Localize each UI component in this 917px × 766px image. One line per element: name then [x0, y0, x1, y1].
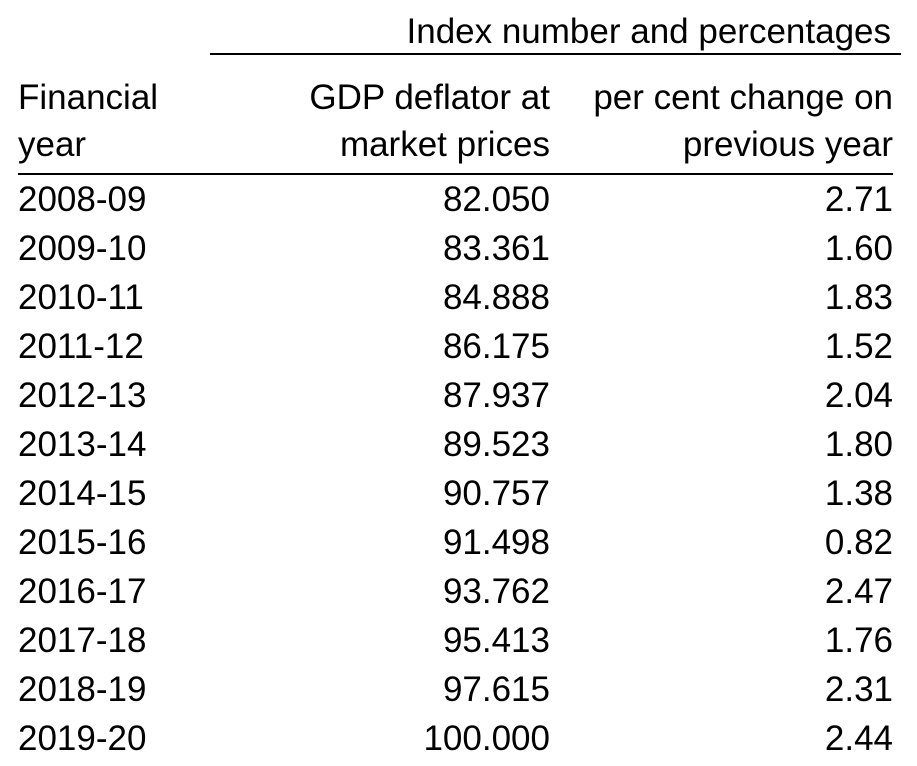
header-row: Financial year GDP deflator at market pr…: [18, 74, 893, 175]
change-cell: 0.82: [824, 523, 893, 562]
year-cell: 2018-19: [18, 670, 147, 709]
units-underline: [210, 53, 901, 55]
table-row: 2008-09 82.050 2.71: [18, 174, 893, 224]
year-cell: 2011-12: [18, 327, 144, 366]
change-cell: 1.80: [824, 425, 893, 464]
change-cell: 1.60: [824, 229, 893, 268]
change-cell: 2.71: [824, 180, 893, 219]
table-row: 2018-19 97.615 2.31: [18, 665, 893, 714]
deflator-cell: 91.498: [442, 523, 550, 562]
year-cell: 2017-18: [18, 621, 147, 660]
year-cell: 2010-11: [18, 278, 144, 317]
table-row: 2011-12 86.175 1.52: [18, 322, 893, 371]
year-cell: 2015-16: [18, 523, 147, 562]
table-row: 2013-14 89.523 1.80: [18, 420, 893, 469]
change-cell: 1.52: [824, 327, 893, 366]
table-row: 2015-16 91.498 0.82: [18, 518, 893, 567]
deflator-cell: 86.175: [442, 327, 550, 366]
deflator-cell: 90.757: [442, 474, 550, 513]
deflator-cell: 82.050: [442, 180, 550, 219]
header-deflator-line-2: market prices: [339, 125, 550, 164]
year-cell: 2014-15: [18, 474, 147, 513]
table-row: 2010-11 84.888 1.83: [18, 273, 893, 322]
deflator-cell: 100.000: [423, 719, 550, 758]
gdp-deflator-table: Financial year GDP deflator at market pr…: [18, 74, 893, 763]
table-row: 2017-18 95.413 1.76: [18, 616, 893, 665]
deflator-cell: 84.888: [442, 278, 550, 317]
table-row: 2016-17 93.762 2.47: [18, 567, 893, 616]
table-row: 2019-20 100.000 2.44: [18, 714, 893, 763]
header-gdp-deflator: GDP deflator at market prices: [248, 74, 550, 175]
change-cell: 2.04: [824, 376, 893, 415]
header-change-line-1: per cent change on: [593, 78, 893, 117]
header-financial-year: Financial year: [18, 74, 248, 175]
year-cell: 2008-09: [18, 180, 147, 219]
table-row: 2014-15 90.757 1.38: [18, 469, 893, 518]
deflator-cell: 87.937: [442, 376, 550, 415]
table-row: 2012-13 87.937 2.04: [18, 371, 893, 420]
year-cell: 2016-17: [18, 572, 147, 611]
header-change-line-2: previous year: [682, 125, 893, 164]
year-cell: 2009-10: [18, 229, 147, 268]
header-year-line-1: Financial: [18, 78, 159, 117]
deflator-cell: 97.615: [442, 670, 550, 709]
header-deflator-line-1: GDP deflator at: [309, 78, 550, 117]
header-per-cent-change: per cent change on previous year: [550, 74, 893, 175]
deflator-cell: 95.413: [442, 621, 550, 660]
year-cell: 2019-20: [18, 719, 147, 758]
table-row: 2009-10 83.361 1.60: [18, 224, 893, 273]
deflator-cell: 93.762: [442, 572, 550, 611]
change-cell: 1.83: [824, 278, 893, 317]
year-cell: 2013-14: [18, 425, 147, 464]
deflator-cell: 83.361: [442, 229, 550, 268]
deflator-cell: 89.523: [442, 425, 550, 464]
change-cell: 1.76: [824, 621, 893, 660]
change-cell: 1.38: [824, 474, 893, 513]
table-body: 2008-09 82.050 2.71 2009-10 83.361 1.60 2010-1…: [18, 174, 893, 763]
units-label: Index number and percentages: [406, 12, 892, 51]
change-cell: 2.47: [824, 572, 893, 611]
year-cell: 2012-13: [18, 376, 147, 415]
header-year-line-2: year: [18, 125, 87, 164]
change-cell: 2.31: [824, 670, 893, 709]
change-cell: 2.44: [824, 719, 893, 758]
